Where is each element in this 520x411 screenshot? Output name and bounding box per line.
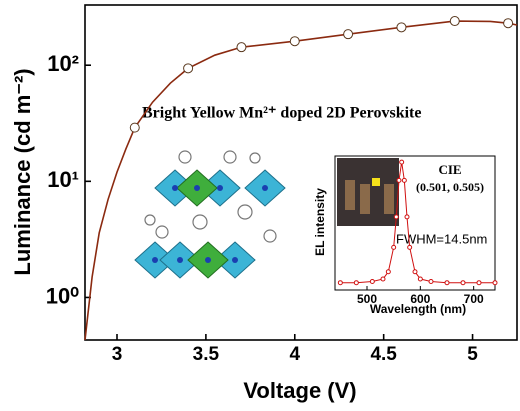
x-tick-label: 3 xyxy=(112,344,123,365)
data-point xyxy=(407,244,413,250)
data-point xyxy=(444,280,450,286)
inset-x-title: Wavelength (nm) xyxy=(370,302,466,316)
fwhm-label: FWHM=14.5nm xyxy=(396,231,487,246)
x-tick-label: 4 xyxy=(289,344,300,365)
data-point xyxy=(417,276,423,282)
data-point xyxy=(412,269,418,275)
data-point xyxy=(396,177,402,183)
inset-y-title: EL intensity xyxy=(313,188,327,256)
data-point xyxy=(343,29,354,40)
data-point xyxy=(399,159,405,165)
data-point xyxy=(236,42,247,53)
x-tick-label: 700 xyxy=(464,292,484,306)
x-axis-title: Voltage (V) xyxy=(243,378,356,403)
x-tick-label: 500 xyxy=(357,292,377,306)
data-point xyxy=(476,280,482,286)
y-tick-label: 10² xyxy=(47,51,79,76)
data-point xyxy=(337,280,343,286)
y-tick-label: 10⁰ xyxy=(46,283,79,308)
y-tick-label: 10¹ xyxy=(47,167,79,192)
data-point xyxy=(289,36,300,47)
x-tick-label: 4.5 xyxy=(370,344,397,365)
data-point xyxy=(492,280,498,286)
annotation: Bright Yellow Mn²⁺ doped 2D Perovskite xyxy=(142,105,421,122)
data-point xyxy=(183,63,194,74)
data-point xyxy=(503,18,514,29)
y-axis-title: Luminance (cd m⁻²) xyxy=(10,68,35,275)
data-point xyxy=(401,177,407,183)
data-point xyxy=(385,269,391,275)
data-point xyxy=(404,214,410,220)
x-tick-label: 5 xyxy=(467,344,478,365)
data-point xyxy=(460,280,466,286)
device-photo xyxy=(337,158,399,226)
data-point xyxy=(369,278,375,284)
data-point xyxy=(391,244,397,250)
data-point xyxy=(380,276,386,282)
x-tick-label: 600 xyxy=(410,292,430,306)
x-tick-label: 3.5 xyxy=(193,344,220,365)
data-point xyxy=(428,278,434,284)
data-point xyxy=(393,214,399,220)
crystal-structure xyxy=(134,150,286,279)
plot-frame xyxy=(334,155,496,291)
plot-frame xyxy=(84,4,518,341)
data-point xyxy=(353,280,359,286)
data-point xyxy=(449,16,460,27)
cie-value: (0.501, 0.505) xyxy=(416,180,484,194)
data-point xyxy=(129,122,140,133)
cie-label: CIE xyxy=(438,162,461,177)
data-point xyxy=(396,22,407,33)
